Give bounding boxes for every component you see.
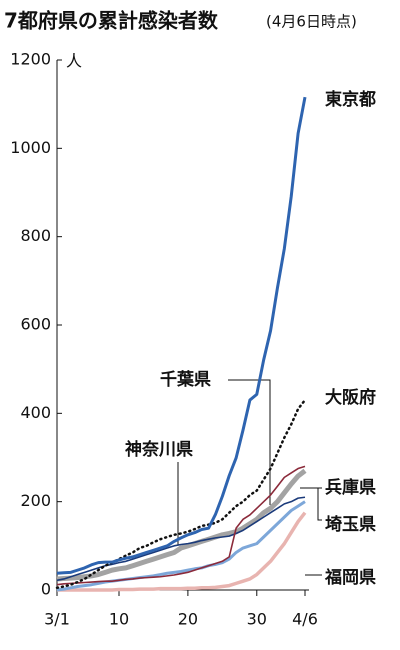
series-label: 兵庫県	[325, 477, 376, 498]
y-tick-label: 0	[41, 580, 51, 599]
line-series	[56, 465, 306, 586]
y-tick-label: 1200	[10, 50, 51, 69]
y-tick-label: 600	[20, 315, 51, 334]
y-unit: 人	[66, 52, 82, 71]
x-tick-label: 20	[178, 610, 198, 629]
line-series	[57, 511, 307, 592]
y-tick-label: 400	[20, 403, 51, 422]
line-series	[55, 398, 307, 590]
y-tick-label: 1000	[10, 138, 51, 157]
line-series	[56, 468, 307, 582]
series-label: 埼玉県	[325, 514, 376, 535]
series-label: 東京都	[325, 89, 376, 110]
x-tick-label: 4/6	[292, 610, 318, 629]
x-tick-label: 3/1	[44, 610, 70, 629]
series-label: 大阪府	[325, 387, 376, 408]
line-series	[56, 96, 307, 575]
y-tick-label: 800	[20, 226, 51, 245]
chart-title: 7都府県の累計感染者数	[4, 9, 219, 33]
series-label: 神奈川県	[125, 439, 193, 460]
series-label: 福岡県	[324, 567, 376, 588]
label-connectors	[177, 379, 322, 576]
y-tick-label: 200	[20, 491, 51, 510]
x-tick-label: 10	[109, 610, 129, 629]
x-tick-label: 30	[247, 610, 267, 629]
line-series	[56, 500, 306, 592]
series-label: 千葉県	[160, 369, 211, 390]
line-series	[56, 496, 306, 582]
chart-subtitle: (4月6日時点)	[266, 13, 357, 31]
